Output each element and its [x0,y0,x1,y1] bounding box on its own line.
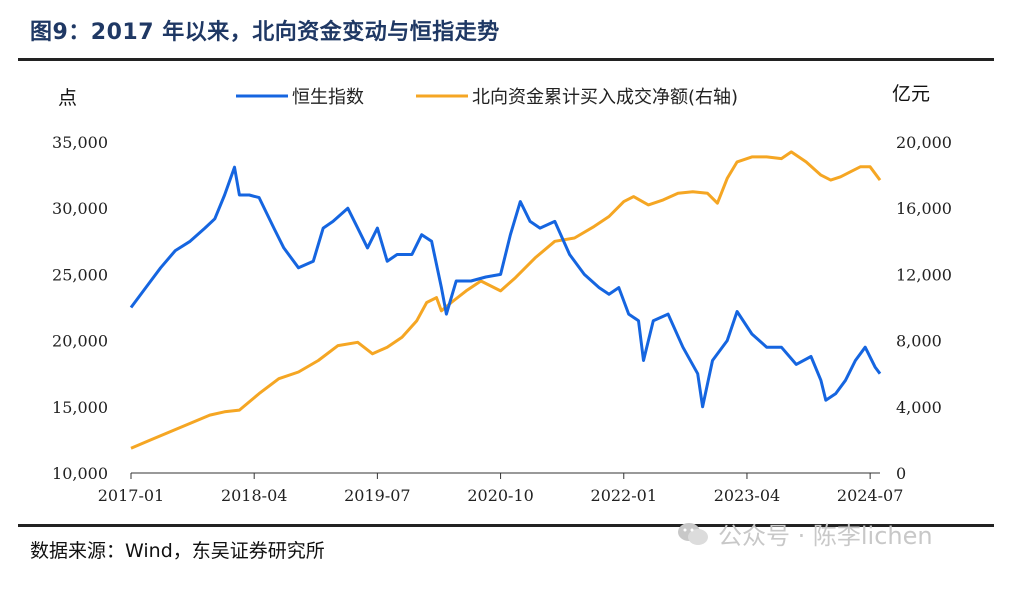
watermark: 公众号 · 陈李lichen [676,516,933,551]
left-tick-label: 20,000 [52,332,108,351]
hsi-line [129,165,882,409]
right-axis-unit: 亿元 [892,83,930,105]
right-tick-label: 8,000 [896,332,942,351]
wechat-icon [678,522,708,545]
right-tick-label: 4,000 [896,398,942,417]
x-tick-label: 2024-07 [837,486,903,505]
x-tick-label: 2022-01 [591,486,657,505]
watermark-text: 公众号 · 陈李lichen [718,522,933,550]
left-tick-label: 15,000 [52,398,108,417]
x-tick-label: 2018-04 [221,486,287,505]
left-tick-label: 25,000 [52,265,108,284]
legend-label-hsi: 恒生指数 [292,87,364,108]
left-tick-label: 30,000 [52,199,108,218]
x-tick-label: 2023-04 [714,486,780,505]
right-tick-label: 0 [896,464,906,483]
x-tick-label: 2019-07 [344,486,410,505]
x-tick-label: 2020-10 [467,486,533,505]
bottom-rule [18,524,994,527]
left-tick-label: 35,000 [52,133,108,152]
right-tick-label: 16,000 [896,199,952,218]
right-tick-label: 12,000 [896,265,952,284]
left-axis-unit: 点 [58,87,77,109]
x-tick-label: 2017-01 [98,486,164,505]
figure-title: 图9：2017 年以来，北向资金变动与恒指走势 [30,20,500,45]
top-rule [18,58,994,61]
right-tick-label: 20,000 [896,133,952,152]
source-note: 数据来源：Wind，东吴证券研究所 [30,540,325,562]
legend-label-northbound: 北向资金累计买入成交净额(右轴) [472,87,738,108]
northbound-line [130,150,882,450]
legend: 恒生指数 北向资金累计买入成交净额(右轴) [236,87,738,108]
left-tick-label: 10,000 [52,464,108,483]
